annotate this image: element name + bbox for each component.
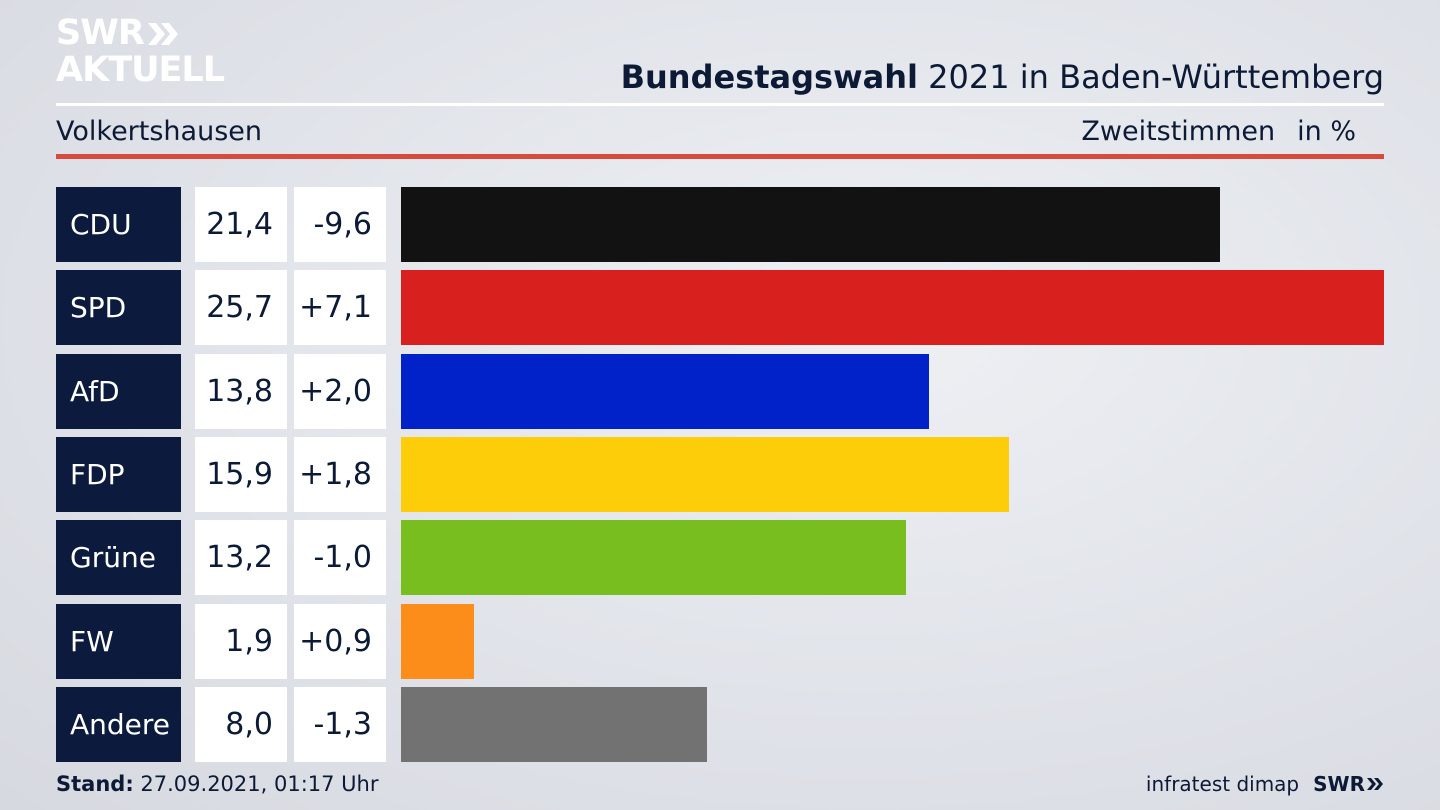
vote-share-value: 13,8	[195, 353, 287, 429]
location-label: Volkertshausen	[56, 116, 262, 147]
bar-grne	[401, 520, 906, 596]
table-row: SPD 25,7 +7,1	[56, 270, 1384, 346]
table-row: AfD 13,8 +2,0	[56, 353, 1384, 429]
title-rest: 2021 in Baden-Württemberg	[917, 58, 1384, 96]
bar-spd	[401, 270, 1384, 346]
accent-divider	[56, 154, 1384, 159]
party-label: FW	[56, 603, 181, 679]
vote-share-value: 1,9	[195, 603, 287, 679]
party-label: SPD	[56, 270, 181, 346]
bar-cdu	[401, 187, 1220, 262]
bar-afd	[401, 353, 929, 429]
header-divider	[56, 103, 1384, 106]
vote-change-value: -1,0	[294, 520, 386, 596]
party-label: AfD	[56, 353, 181, 429]
unit-text: in %	[1297, 116, 1356, 147]
source-label: infratest dimap	[1145, 772, 1300, 796]
footer-brand-text: SWR	[1313, 772, 1365, 796]
vote-change-value: +1,8	[294, 436, 386, 512]
table-row: Andere 8,0 -1,3	[56, 686, 1384, 762]
bar-fdp	[401, 436, 1010, 512]
footer-credits: infratest dimap SWR	[1146, 772, 1384, 796]
page-title: Bundestagswahl 2021 in Baden-Württemberg	[621, 58, 1384, 96]
measure-text: Zweitstimmen	[1081, 116, 1276, 147]
timestamp: Stand: 27.09.2021, 01:17 Uhr	[56, 772, 379, 796]
party-label: Andere	[56, 686, 181, 762]
vote-change-value: +0,9	[294, 603, 386, 679]
party-label: CDU	[56, 187, 181, 262]
vote-share-value: 21,4	[195, 187, 287, 262]
vote-share-value: 25,7	[195, 270, 287, 346]
table-row: FDP 15,9 +1,8	[56, 436, 1384, 512]
bar-andere	[401, 686, 707, 762]
title-bold: Bundestagswahl	[620, 58, 918, 96]
measure-label: Zweitstimmen in %	[1081, 116, 1356, 147]
table-row: Grüne 13,2 -1,0	[56, 520, 1384, 596]
chevron-double-icon	[1367, 778, 1383, 790]
footer-swr-logo: SWR	[1313, 772, 1384, 796]
vote-share-value: 15,9	[195, 436, 287, 512]
logo-aktuell-text: AKTUELL	[56, 50, 225, 90]
table-row: CDU 21,4 -9,6	[56, 187, 1384, 262]
stand-value: 27.09.2021, 01:17 Uhr	[133, 772, 379, 796]
stand-label: Stand:	[56, 772, 134, 796]
party-label: FDP	[56, 436, 181, 512]
vote-change-value: +2,0	[294, 353, 386, 429]
vote-change-value: +7,1	[294, 270, 386, 346]
vote-change-value: -1,3	[294, 686, 386, 762]
bar-fw	[401, 603, 474, 679]
vote-share-value: 13,2	[195, 520, 287, 596]
swr-aktuell-logo: SWR AKTUELL	[56, 13, 225, 90]
vote-share-value: 8,0	[195, 686, 287, 762]
chevron-double-icon	[147, 22, 178, 45]
logo-swr-text: SWR	[56, 13, 145, 53]
table-row: FW 1,9 +0,9	[56, 603, 1384, 679]
party-label: Grüne	[56, 520, 181, 596]
vote-change-value: -9,6	[294, 187, 386, 262]
